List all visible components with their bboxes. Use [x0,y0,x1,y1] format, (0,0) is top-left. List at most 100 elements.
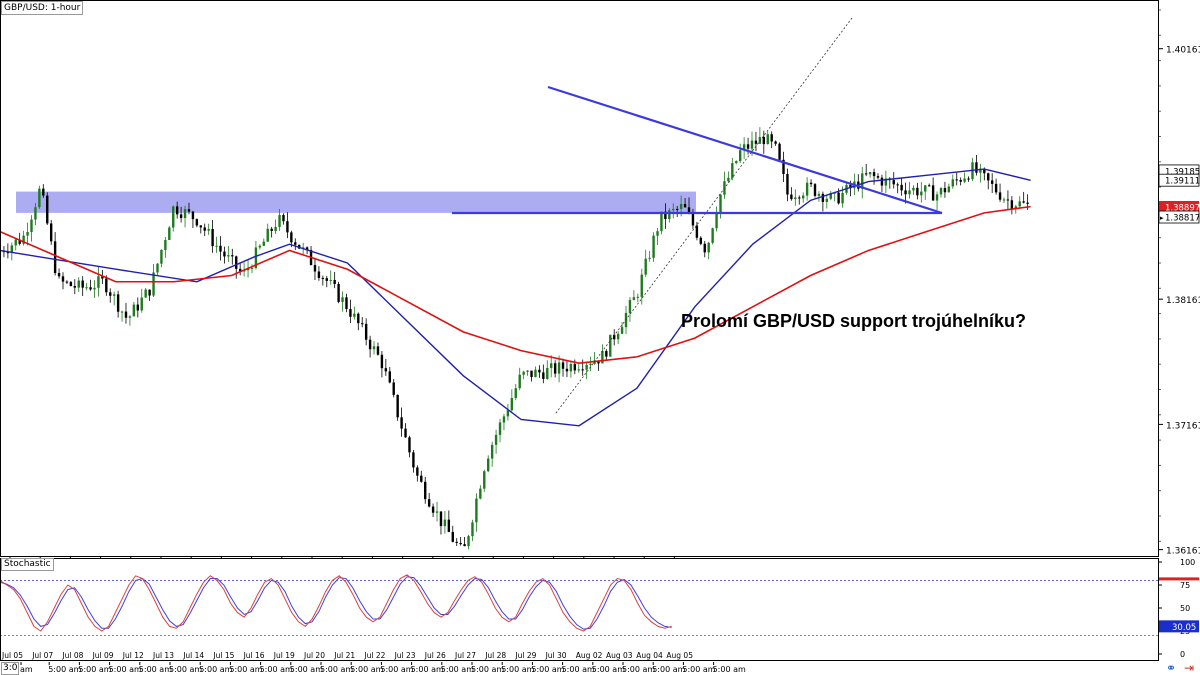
candle-body [266,228,269,242]
candle-body [109,292,112,296]
candle-body [353,313,356,317]
candle-body [364,323,368,340]
candle-body [908,190,911,195]
candle-body [227,255,230,257]
candle-body [156,263,159,273]
candle-body [979,168,982,173]
candle-body [97,276,100,288]
candle-body [18,239,21,244]
date-label: Jul 22 [363,651,385,660]
candle-body [876,176,880,178]
candle-body [498,422,502,435]
candle-body [183,209,187,219]
candle-body [711,228,714,243]
candle-body [112,294,116,296]
candle-body [494,434,498,445]
candle-body [81,280,84,288]
candle-body [951,179,955,187]
candle-body [175,206,179,215]
candle-body [577,369,580,371]
candle-body [589,363,592,365]
chart-title: GBP/USD: 1-hour [1,1,84,15]
candle-body [817,193,821,196]
time-label: 5:00 am [411,665,444,674]
candle-body [132,304,136,317]
time-label: am [20,665,33,674]
candle-body [235,256,238,269]
candle-body [191,211,195,220]
candle-body [506,410,510,417]
candle-body [553,363,557,374]
stochastic-label: Stochastic [1,558,54,571]
candle-body [313,265,317,272]
time-label: 5:00 am [199,665,232,674]
arrow-right-icon[interactable]: ⇥ [1183,661,1194,675]
candle-body [597,360,600,364]
date-label: Jul 08 [61,651,83,660]
candle-body [805,182,809,196]
candle-body [746,144,750,149]
candle-body [65,281,69,283]
chart-annotation: Prolomí GBP/USD support trojúhelníku? [681,311,1027,331]
candle-body [487,458,490,472]
candle-body [172,206,175,228]
candle-body [510,397,514,411]
candle-body [1002,199,1006,201]
candle-body [825,198,829,202]
candle-body [57,273,61,277]
candle-body [695,225,699,238]
moving-average-red [0,205,1031,364]
price-tick-label: 1.37161 [1166,421,1200,431]
candle-body [585,364,588,370]
candle-body [801,195,805,199]
candle-body [329,279,332,281]
candle-body [349,308,352,317]
candle-body [152,272,155,296]
candle-body [774,141,777,144]
time-label: 5:00 am [501,665,534,674]
time-label: 5:00 am [78,665,111,674]
candle-body [998,192,1002,200]
candle-body [786,174,789,195]
date-label: Jul 09 [92,651,114,660]
candle-body [939,188,943,195]
stoch-tick-label: 50 [1180,604,1190,613]
candle-body [735,161,738,164]
candle-body [195,219,199,226]
candle-body [22,235,25,244]
candle-body [924,185,927,192]
candle-body [345,297,348,309]
candle-body [124,311,128,318]
chain-link-icon[interactable]: ⚭ [1166,661,1177,675]
price-tick-label: 1.40161 [1166,46,1200,56]
candle-body [73,286,77,288]
price-label: 1.38897 [1165,203,1200,213]
stoch-red-marker [1159,577,1199,581]
candle-body [1018,201,1021,207]
candle-body [526,370,529,372]
candle-body [483,471,486,489]
candle-body [128,316,132,318]
price-axis: 1.40161 1.38161 1.37161 1.36161 1.391851.391… [1158,9,1200,557]
candle-body [400,417,403,429]
descending-trendline [547,85,943,215]
ascending-trendline [555,17,853,414]
candle-body [1014,206,1017,209]
candle-body [959,179,962,182]
candle-body [270,228,273,231]
date-label: Jul 15 [212,651,234,660]
date-label: Jul 13 [152,651,174,660]
candle-body [455,541,458,543]
candle-body [427,499,431,507]
candle-body [321,277,325,279]
candle-body [530,370,533,378]
stoch-value-box [1159,620,1199,633]
candle-body [30,219,33,232]
time-label: 5:00 am [652,665,685,674]
candle-body [798,197,801,199]
candle-body [376,346,380,355]
candle-body [416,467,419,476]
price-marker-icon: ▸ [1160,214,1164,222]
candle-body [490,444,494,459]
candle-body [305,247,309,250]
